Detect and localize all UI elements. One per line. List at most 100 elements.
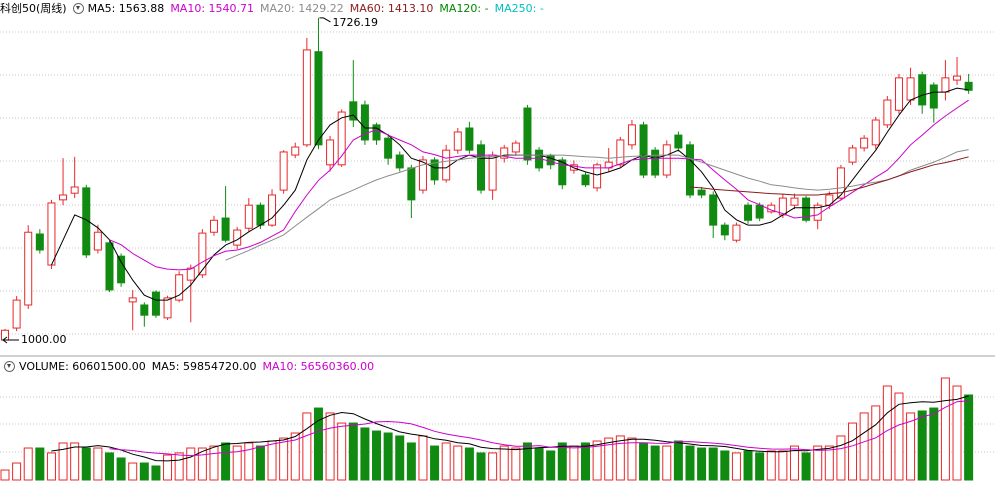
candle-body bbox=[291, 146, 300, 156]
candle-body bbox=[256, 204, 265, 226]
volume-bar bbox=[708, 447, 718, 481]
volume-bar bbox=[894, 392, 904, 481]
volume-bar bbox=[255, 445, 265, 481]
chart-title: 科创50(周线) bbox=[0, 2, 67, 15]
legend-entry: MA250: - bbox=[494, 1, 544, 15]
menu-icon[interactable] bbox=[72, 2, 84, 14]
volume-bar bbox=[209, 445, 219, 481]
volume-bar bbox=[534, 447, 544, 481]
candle-body bbox=[523, 107, 532, 161]
ma-line bbox=[109, 400, 969, 457]
menu-icon[interactable] bbox=[4, 360, 15, 372]
candle-body bbox=[268, 194, 277, 226]
candle-body bbox=[871, 119, 880, 146]
annotation-label: 1726.19 bbox=[332, 16, 378, 29]
volume-bar bbox=[755, 452, 765, 481]
candle-body bbox=[790, 197, 799, 206]
candle-body bbox=[279, 151, 288, 191]
candle-body bbox=[221, 217, 230, 241]
volume-bar bbox=[952, 385, 962, 481]
legend-entry: MA5: 1563.88 bbox=[87, 1, 165, 15]
volume-bar bbox=[673, 440, 683, 481]
volume-bar bbox=[917, 410, 927, 481]
candle-body bbox=[337, 111, 346, 166]
volume-bar bbox=[232, 445, 242, 481]
annotation-label: 1000.00 bbox=[21, 333, 67, 346]
annotation-pointer bbox=[319, 17, 331, 23]
candle-body bbox=[349, 101, 358, 121]
volume-bar bbox=[848, 422, 858, 481]
volume-bar bbox=[731, 452, 741, 481]
volume-bar bbox=[581, 442, 590, 481]
candle-body bbox=[953, 75, 962, 81]
candle-body bbox=[941, 77, 950, 93]
volume-bar bbox=[313, 407, 323, 481]
candle-body bbox=[47, 202, 56, 266]
volume-bar bbox=[476, 452, 486, 481]
volume-bar bbox=[35, 447, 45, 481]
legend-entry: MA60: 1413.10 bbox=[349, 1, 434, 15]
volume-bar bbox=[128, 462, 138, 481]
volume-bar bbox=[186, 447, 196, 481]
volume-bar bbox=[302, 412, 312, 481]
candle-body bbox=[372, 124, 381, 141]
price-header: 科创50(周线) MA5: 1563.88 MA10: 1540.71 MA20: … bbox=[0, 0, 550, 16]
candle-body bbox=[128, 297, 137, 303]
volume-bar bbox=[441, 442, 451, 481]
candle-body bbox=[558, 159, 567, 186]
candle-body bbox=[720, 224, 729, 236]
candle-body bbox=[755, 204, 764, 219]
candle-body bbox=[651, 149, 660, 176]
volume-bar bbox=[93, 447, 103, 481]
volume-bar bbox=[151, 465, 161, 481]
ma-line bbox=[109, 99, 969, 271]
candle-body bbox=[477, 144, 486, 191]
volume-bar bbox=[290, 432, 300, 481]
volume-bar bbox=[406, 442, 416, 481]
volume-bar bbox=[337, 422, 347, 481]
candle-body bbox=[929, 84, 938, 109]
candle-body bbox=[744, 204, 753, 221]
volume-bar bbox=[197, 447, 207, 481]
candle-body bbox=[59, 194, 68, 201]
volume-bar bbox=[871, 405, 881, 481]
candle-body bbox=[186, 267, 195, 281]
candle-body bbox=[674, 134, 683, 149]
volume-bar bbox=[882, 385, 892, 481]
volume-bar bbox=[964, 394, 974, 481]
legend-entry: MA10: 56560360.00 bbox=[262, 359, 375, 373]
volume-bar bbox=[511, 447, 521, 481]
volume-header: VOLUME: 60601500.00 MA5: 59854720.00 MA10… bbox=[0, 358, 380, 374]
legend-entry: MA5: 59854720.00 bbox=[151, 359, 257, 373]
candle-body bbox=[500, 147, 509, 159]
volume-bar bbox=[174, 452, 184, 481]
candle-body bbox=[12, 299, 21, 329]
volume-bar bbox=[940, 377, 950, 481]
candle-body bbox=[685, 144, 694, 196]
candle-body bbox=[662, 144, 671, 176]
volume-bar bbox=[639, 442, 649, 481]
volume-bar bbox=[499, 445, 509, 481]
ma-line bbox=[51, 395, 969, 462]
volume-bar bbox=[139, 462, 149, 481]
volume-bar bbox=[383, 432, 393, 481]
volume-bar bbox=[662, 445, 672, 481]
candle-body bbox=[627, 124, 636, 146]
volume-bar bbox=[615, 435, 625, 481]
volume-bar bbox=[813, 445, 823, 481]
candle-body bbox=[418, 159, 427, 191]
volume-bar bbox=[81, 447, 91, 481]
candle-body bbox=[82, 187, 91, 256]
volume-bar bbox=[464, 447, 474, 481]
candle-body bbox=[593, 164, 602, 189]
candle-body bbox=[70, 186, 79, 194]
candle-body bbox=[140, 304, 149, 316]
candle-body bbox=[732, 224, 741, 241]
chart-title: VOLUME: 60601500.00 bbox=[19, 359, 146, 373]
ma-line bbox=[225, 149, 969, 261]
candle-body bbox=[407, 167, 416, 201]
volume-bar bbox=[418, 435, 428, 481]
candle-body bbox=[117, 255, 126, 284]
volume-bar bbox=[859, 412, 869, 481]
